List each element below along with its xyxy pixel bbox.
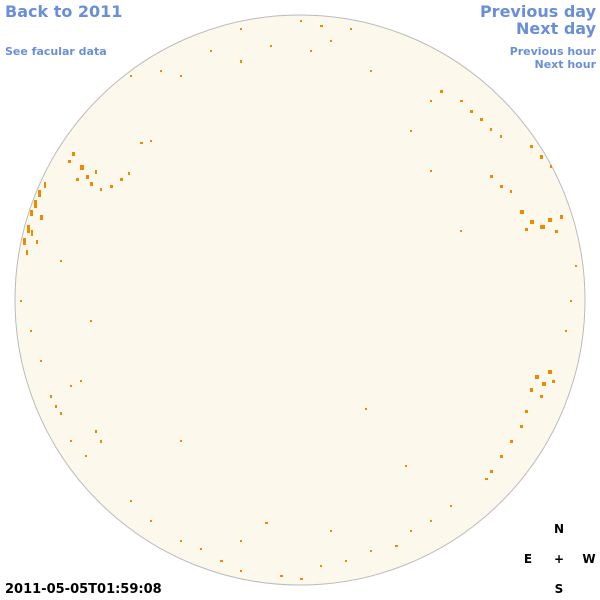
compass-north: N	[553, 522, 565, 536]
solar-disk	[14, 14, 586, 586]
previous-hour-link[interactable]: Previous hour	[509, 45, 596, 58]
previous-day-link[interactable]: Previous day	[479, 2, 596, 21]
next-day-link[interactable]: Next day	[516, 19, 596, 38]
next-hour-link[interactable]: Next hour	[534, 58, 597, 71]
compass-south: S	[554, 582, 564, 596]
compass-east: E	[523, 552, 533, 566]
facular-data-link[interactable]: See facular data	[5, 45, 107, 58]
compass-west: W	[582, 552, 596, 566]
compass-center: +	[553, 552, 565, 566]
back-link[interactable]: Back to 2011	[5, 2, 123, 21]
timestamp: 2011-05-05T01:59:08	[5, 582, 162, 597]
